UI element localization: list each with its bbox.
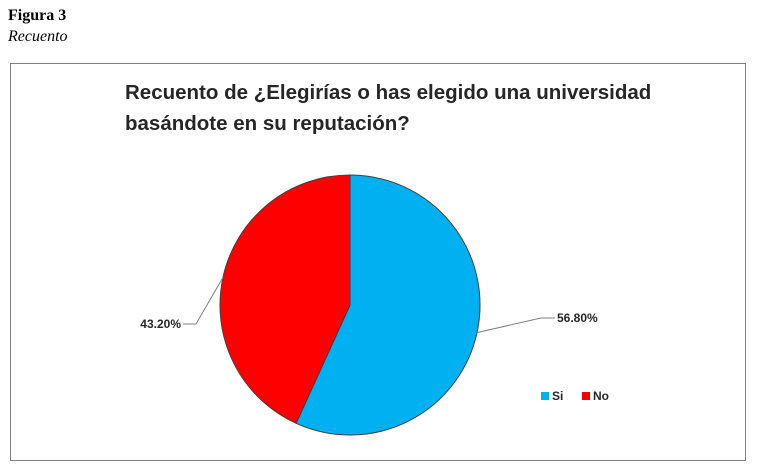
- data-label-no: 43.20%: [140, 317, 181, 331]
- data-label-si: 56.80%: [557, 311, 598, 325]
- legend-label-no: No: [593, 389, 609, 403]
- leader-line-si: [476, 317, 555, 334]
- pie-slices: [219, 174, 481, 436]
- legend-label-si: Si: [552, 389, 563, 403]
- chart-title: Recuento de ¿Elegirías o has elegido una…: [125, 81, 652, 135]
- legend-swatch-no: [582, 392, 590, 400]
- leader-line-no: [183, 277, 224, 325]
- figure-label: Figura 3: [8, 7, 67, 24]
- legend: Si No: [541, 389, 609, 403]
- figure-caption: Recuento: [8, 28, 68, 45]
- data-labels: 56.80% 43.20%: [140, 311, 598, 331]
- pie-chart: 56.80% 43.20% Si No: [140, 174, 609, 436]
- leader-lines: [183, 277, 555, 334]
- legend-swatch-si: [541, 392, 549, 400]
- pie-slice-si: [295, 174, 481, 436]
- chart-container: Recuento de ¿Elegirías o has elegido una…: [10, 63, 746, 461]
